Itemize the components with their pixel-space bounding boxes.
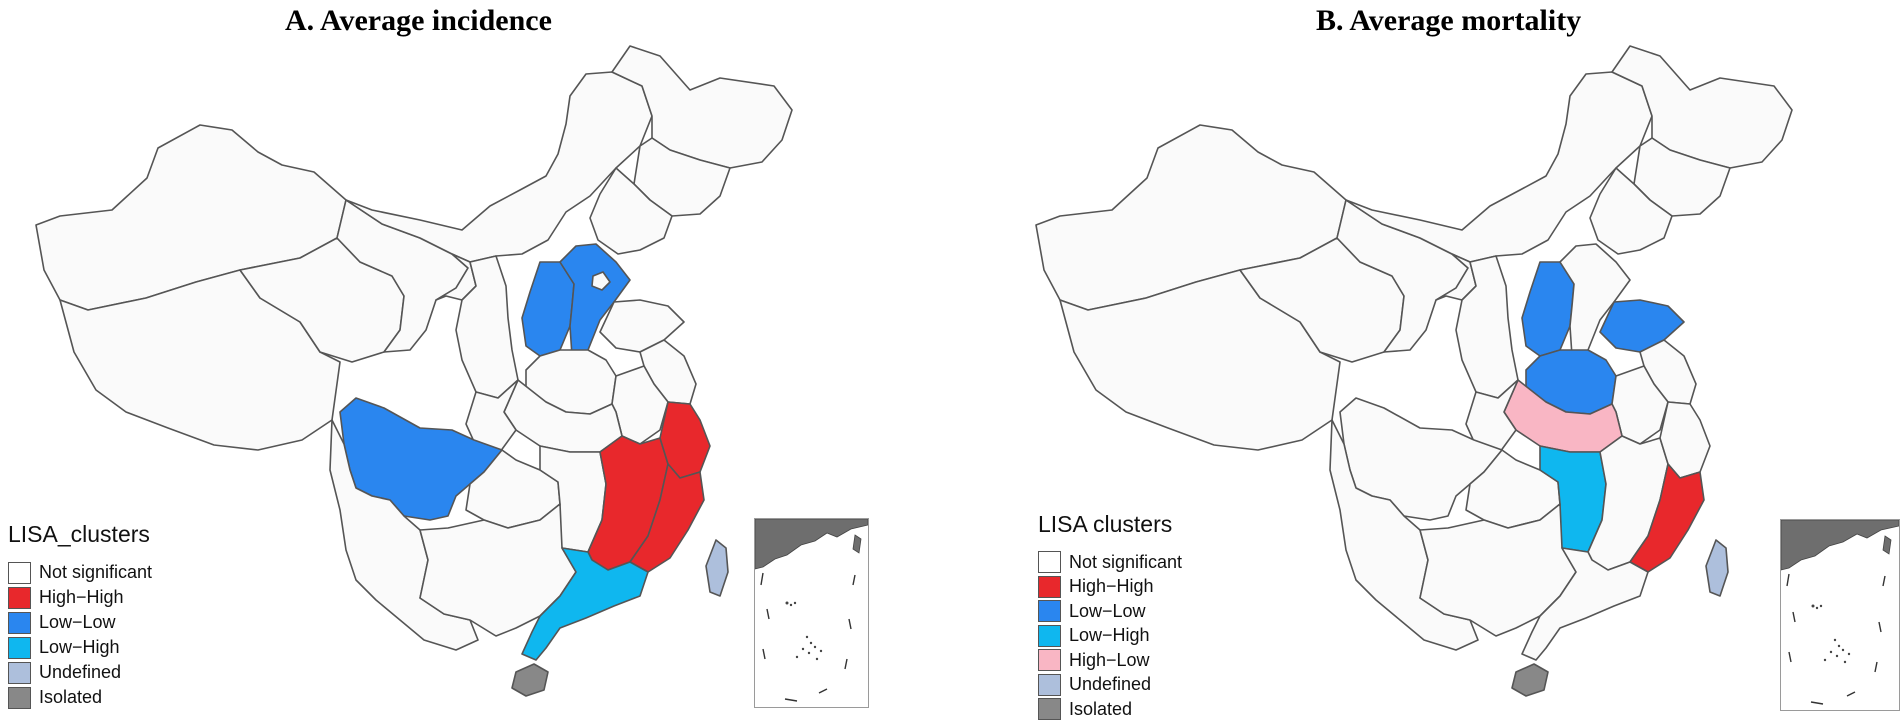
region-liaoning xyxy=(1589,167,1673,255)
legend-label: Low−High xyxy=(1069,625,1150,646)
legend-item-high-low: High−Low xyxy=(1038,648,1182,673)
inset-islands xyxy=(785,601,823,661)
legend-label: Undefined xyxy=(1069,674,1152,695)
panel-average-incidence: A. Average incidence LISA_clusters Not s… xyxy=(8,4,869,710)
region-heilongjiang xyxy=(611,45,793,169)
legend-swatch xyxy=(1038,673,1061,696)
legend-label: High−Low xyxy=(1069,649,1150,670)
legend-swatch xyxy=(8,661,31,684)
legend: LISA_clusters Not significant High−High … xyxy=(8,521,152,710)
region-chongqing xyxy=(1465,379,1519,453)
legend-swatch xyxy=(1038,649,1061,672)
inset-map xyxy=(754,518,869,702)
legend-label: Low−High xyxy=(39,637,120,657)
legend-swatch xyxy=(1038,698,1061,721)
legend-item-low-high: Low−High xyxy=(1038,624,1182,649)
region-chongqing xyxy=(465,379,519,453)
legend-item-low-high: Low−High xyxy=(8,635,152,660)
legend-label: Undefined xyxy=(39,662,122,682)
region-jilin xyxy=(633,137,731,217)
region-hainan xyxy=(511,663,549,697)
region-tibet xyxy=(59,269,341,451)
region-guangxi xyxy=(419,503,577,637)
legend-label: Not significant xyxy=(1069,551,1183,572)
inset-landmass xyxy=(1780,519,1900,571)
region-liaoning xyxy=(589,167,673,255)
panel-average-mortality: B. Average mortality LISA clusters Not s… xyxy=(1020,0,1902,725)
region-shanxi xyxy=(1521,261,1575,357)
region-tibet xyxy=(1059,269,1341,451)
china-map-incidence xyxy=(35,45,793,697)
legend-label: Low−Low xyxy=(1069,600,1146,621)
china-map-mortality xyxy=(1035,45,1793,697)
inset-boundary-dashes xyxy=(760,572,856,702)
legend-swatch xyxy=(8,561,31,584)
legend-label: High−High xyxy=(1069,576,1154,597)
legend-label: Low−Low xyxy=(39,612,116,632)
inset-island xyxy=(852,534,862,554)
legend-title: LISA clusters xyxy=(1038,511,1173,537)
legend-swatch xyxy=(1038,624,1061,647)
region-hainan xyxy=(1511,663,1549,697)
legend: LISA clusters Not significant High−High … xyxy=(1038,511,1182,722)
region-fujian xyxy=(629,463,705,573)
region-guangxi xyxy=(1419,503,1577,637)
legend-label: Isolated xyxy=(1069,698,1133,719)
legend-swatch xyxy=(8,636,31,659)
inset-islands xyxy=(1811,604,1851,664)
region-fujian xyxy=(1629,463,1705,573)
region-hebei xyxy=(1559,243,1631,357)
legend-swatch xyxy=(1038,600,1061,623)
panel-title: B. Average mortality xyxy=(1316,4,1582,37)
legend-item-low-low: Low−Low xyxy=(8,610,152,635)
legend-swatch xyxy=(8,586,31,609)
region-shanxi xyxy=(521,261,575,357)
legend-swatch xyxy=(1038,575,1061,598)
inset-boundary-dashes xyxy=(1786,573,1886,705)
inset-landmass xyxy=(754,518,869,570)
region-guangdong xyxy=(1521,547,1649,661)
legend-label: Not significant xyxy=(39,562,153,582)
legend-swatch xyxy=(8,686,31,709)
legend-item-high-high: High−High xyxy=(1038,575,1182,600)
legend-item-undefined: Undefined xyxy=(1038,673,1182,698)
legend-item-not-significant: Not significant xyxy=(1038,550,1182,575)
region-taiwan xyxy=(1705,539,1729,597)
region-shandong xyxy=(599,299,685,353)
legend-swatch xyxy=(8,611,31,634)
legend-item-undefined: Undefined xyxy=(8,660,152,685)
legend-item-not-significant: Not significant xyxy=(8,560,152,585)
region-shandong xyxy=(1599,299,1685,353)
south-china-sea-inset xyxy=(754,518,869,708)
legend-swatch xyxy=(1038,551,1061,574)
inset-island xyxy=(1882,535,1892,555)
inset-map xyxy=(1780,519,1900,705)
legend-label: High−High xyxy=(39,587,124,607)
legend-item-low-low: Low−Low xyxy=(1038,599,1182,624)
region-guangdong xyxy=(521,547,649,661)
legend-item-high-high: High−High xyxy=(8,585,152,610)
legend-item-isolated: Isolated xyxy=(1038,697,1182,722)
panel-title: A. Average incidence xyxy=(285,4,552,37)
region-beijing xyxy=(591,271,611,291)
region-hebei xyxy=(559,243,631,357)
legend-label: Isolated xyxy=(39,687,103,707)
region-taiwan xyxy=(705,539,729,597)
region-heilongjiang xyxy=(1611,45,1793,169)
legend-item-isolated: Isolated xyxy=(8,685,152,710)
south-china-sea-inset xyxy=(1780,519,1900,711)
legend-title: LISA_clusters xyxy=(8,521,150,547)
region-jilin xyxy=(1633,137,1731,217)
